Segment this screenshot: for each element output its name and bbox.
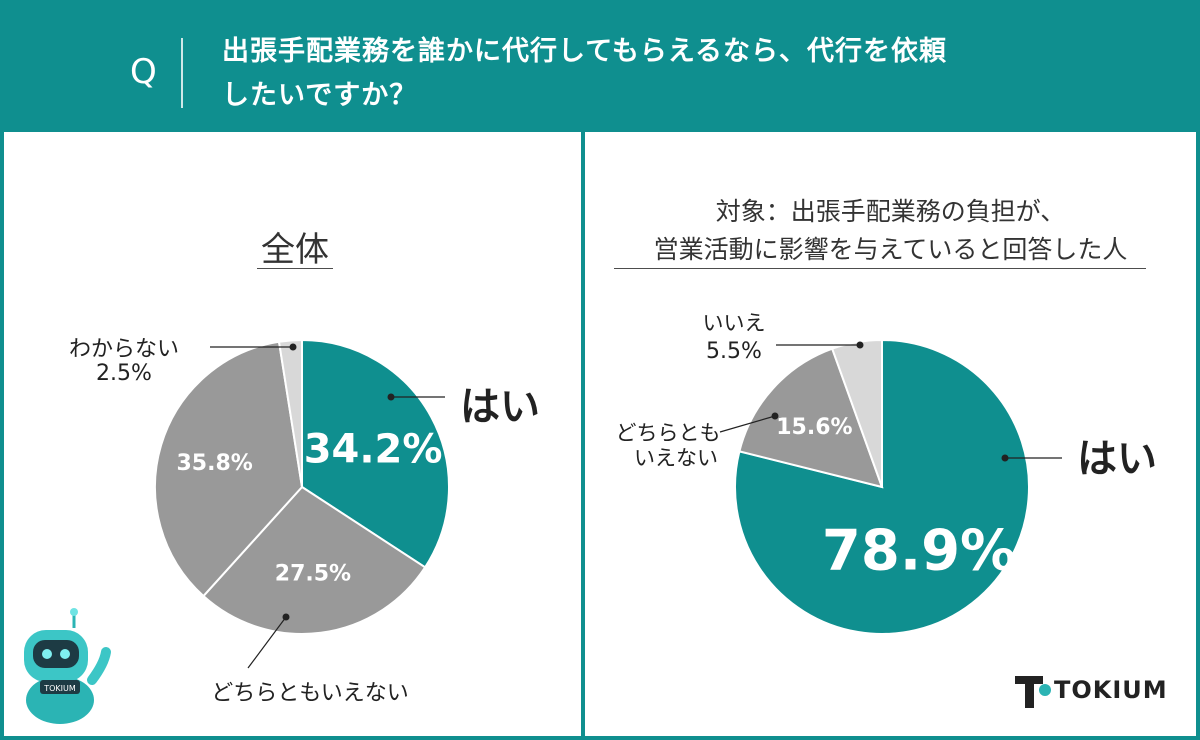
right-title-line-1: 対象：出張手配業務の負担が、 xyxy=(715,197,1066,226)
right-pie-slice-2 xyxy=(738,347,884,489)
logo-text: TOKIUM xyxy=(1054,676,1168,704)
left-title-underline xyxy=(257,268,333,269)
right-legend-neither-1: どちらとも xyxy=(616,421,721,445)
right-leader-line-neither xyxy=(719,415,776,433)
left-legend-dontknow-pct: 2.5% xyxy=(96,361,152,386)
question-text: 出張手配業務を誰かに代行してもらえるなら、代行を依頼 したいですか？ xyxy=(222,30,1122,118)
right-pie-slice-3 xyxy=(830,338,883,488)
right-title-underline xyxy=(614,268,1146,269)
left-legend-dontknow: わからない xyxy=(69,337,179,362)
question-header: Q 出張手配業務を誰かに代行してもらえるなら、代行を依頼 したいですか？ xyxy=(0,0,1200,132)
left-legend-yes: はい xyxy=(460,384,540,430)
left-data-label-yes: 34.2% xyxy=(304,426,443,472)
left-data-label-3: 35.8% xyxy=(176,451,252,476)
right-legend-neither-2: いえない xyxy=(634,446,718,470)
left-title: 全体 xyxy=(261,230,329,270)
left-legend-neither: どちらともいえない xyxy=(211,681,409,706)
left-pie-slice-3 xyxy=(154,340,304,598)
right-title-line-2: 営業活動に影響を与えていると回答した人 xyxy=(653,235,1128,264)
right-legend-yes: はい xyxy=(1077,436,1157,482)
right-data-label-yes: 78.9% xyxy=(822,518,1016,583)
right-title: 対象：出張手配業務の負担が、 営業活動に影響を与えていると回答した人 xyxy=(585,193,1196,269)
left-data-label-2: 27.5% xyxy=(275,562,351,587)
question-line-1: 出張手配業務を誰かに代行してもらえるなら、代行を依頼 xyxy=(222,36,948,67)
right-legend-no-pct: 5.5% xyxy=(706,339,762,364)
header-divider xyxy=(181,38,183,108)
right-data-label-neither: 15.6% xyxy=(776,415,852,440)
left-pie-slice-2 xyxy=(201,485,427,635)
left-leader-line-neither xyxy=(247,616,287,669)
q-label: Q xyxy=(130,52,157,92)
left-pie-slice-4 xyxy=(277,338,303,488)
question-line-2: したいですか？ xyxy=(222,80,418,111)
right-legend-no: いいえ xyxy=(703,311,766,335)
